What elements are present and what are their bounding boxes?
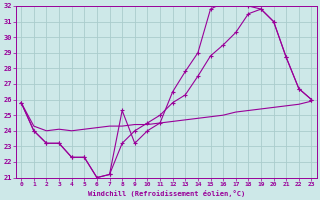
X-axis label: Windchill (Refroidissement éolien,°C): Windchill (Refroidissement éolien,°C): [88, 190, 245, 197]
